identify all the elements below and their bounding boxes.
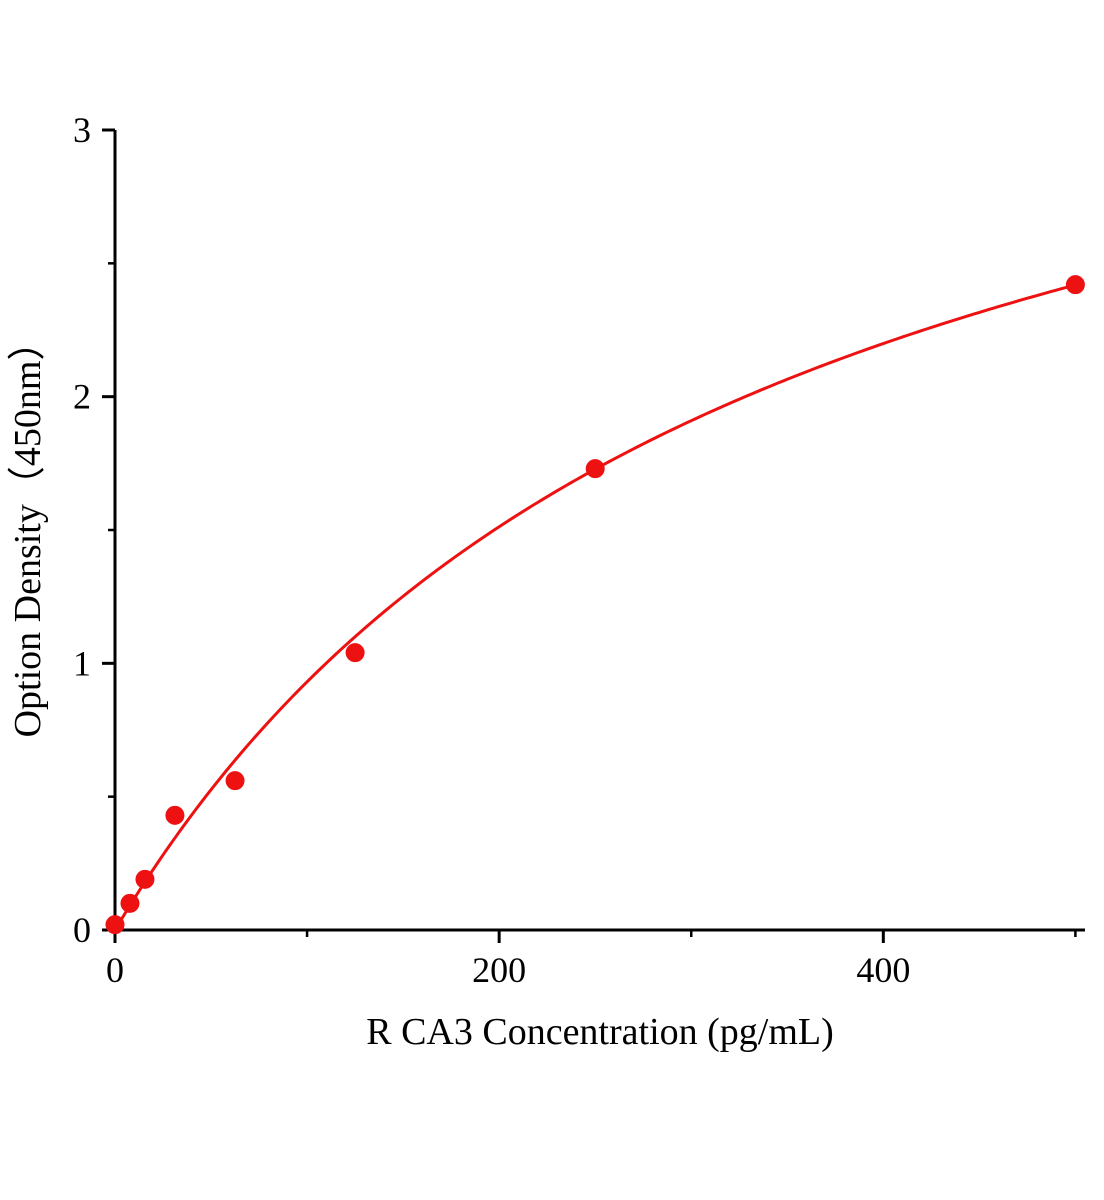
y-tick-label: 3 xyxy=(73,110,91,150)
y-axis-label: Option Density（450nm） xyxy=(7,323,49,738)
x-tick-label: 0 xyxy=(106,950,124,990)
y-tick-label: 0 xyxy=(73,910,91,950)
data-point-marker xyxy=(105,915,125,935)
data-points xyxy=(105,275,1085,935)
data-point-marker xyxy=(225,771,245,791)
data-point-marker xyxy=(345,643,365,663)
x-tick-label: 400 xyxy=(856,950,910,990)
data-point-marker xyxy=(585,459,605,479)
fit-curve-line xyxy=(113,283,1077,932)
data-point-marker xyxy=(120,893,140,913)
data-point-marker xyxy=(135,869,155,889)
data-point-marker xyxy=(165,805,185,825)
y-tick-label: 2 xyxy=(73,377,91,417)
x-tick-label: 200 xyxy=(472,950,526,990)
y-tick-label: 1 xyxy=(73,643,91,683)
tick-labels: 0 200 400 0 1 2 3 xyxy=(73,110,910,990)
x-axis-label: R CA3 Concentration (pg/mL) xyxy=(366,1011,834,1053)
data-point-marker xyxy=(1065,275,1085,295)
axes xyxy=(102,128,1085,943)
